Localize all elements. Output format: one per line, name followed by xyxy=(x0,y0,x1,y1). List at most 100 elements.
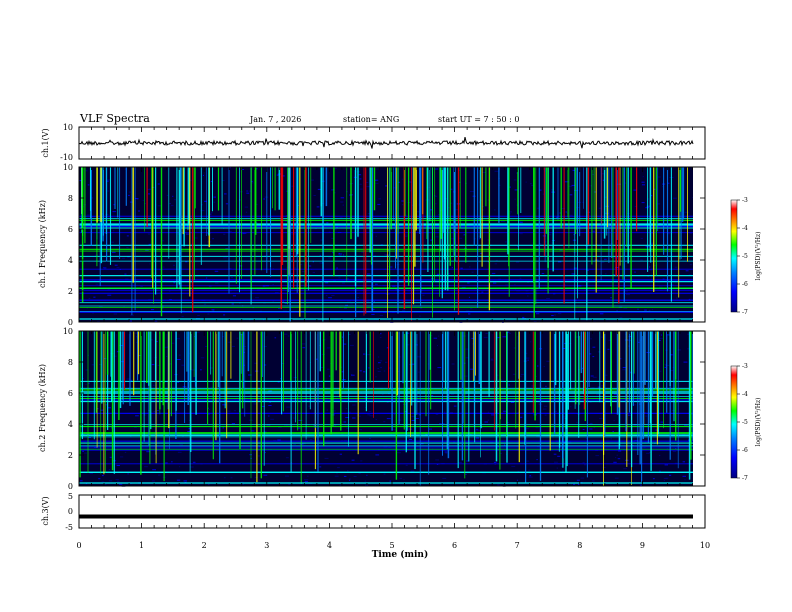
spectrogram-cell xyxy=(652,478,655,480)
spectrogram-cell xyxy=(613,393,618,395)
ch1-colorbar-ticks: -3 -4 -5 -6 -7 xyxy=(737,197,748,316)
spectrogram-cell xyxy=(134,332,138,334)
spectrogram-cell xyxy=(266,257,268,259)
spectrogram-cell xyxy=(682,461,685,463)
spectrogram-cell xyxy=(675,448,677,450)
spectrogram-cell xyxy=(179,444,183,446)
spectrogram-cell xyxy=(387,266,390,267)
spectrogram-cell xyxy=(519,233,523,235)
colorbar-tick-label: -3 xyxy=(742,363,748,370)
spectrogram-cell xyxy=(410,190,412,192)
spectrogram-cell xyxy=(268,390,272,392)
spectrogram-cell xyxy=(490,358,493,360)
spectrogram-cell xyxy=(268,449,272,451)
spectrogram-cell xyxy=(551,315,554,316)
spectrogram-cell xyxy=(100,409,104,411)
spectrogram-cell xyxy=(378,198,381,200)
spectrogram-cell xyxy=(165,462,168,464)
spectrogram-cell xyxy=(169,299,172,300)
spectrogram-cell xyxy=(145,249,149,251)
spectrogram-cell xyxy=(508,384,510,386)
spectrogram-cell xyxy=(270,418,275,420)
spectrogram-cell xyxy=(210,181,213,182)
spectrogram-cell xyxy=(345,277,349,279)
spectrogram-cell xyxy=(222,180,225,181)
spectrogram-cell xyxy=(177,381,180,383)
spectrogram-cell xyxy=(672,450,677,452)
spectrogram-cell xyxy=(242,232,247,234)
spectrogram-cell xyxy=(112,230,115,232)
spectrogram-cell xyxy=(649,269,652,271)
spectrogram-cell xyxy=(511,465,516,467)
spectrogram-cell xyxy=(459,237,463,239)
spectrogram-cell xyxy=(250,180,253,182)
spectrogram-cell xyxy=(460,267,463,269)
spectrogram-cell xyxy=(157,183,160,185)
spectrogram-cell xyxy=(562,416,566,418)
spectrogram-cell xyxy=(619,317,623,319)
spectrogram-cell xyxy=(85,384,87,385)
spectrogram-cell xyxy=(491,309,494,311)
spectrogram-cell xyxy=(514,189,518,191)
spectrogram-cell xyxy=(148,243,153,245)
spectrogram-cell xyxy=(388,367,391,369)
spectrogram-cell xyxy=(554,461,558,463)
spectrogram-cell xyxy=(570,214,573,216)
spectrogram-cell xyxy=(411,416,416,417)
spectrogram-cell xyxy=(169,363,172,365)
spectrogram-cell xyxy=(410,470,415,472)
y-tick-label: 6 xyxy=(68,389,73,398)
y-tick-label: 0 xyxy=(68,482,73,491)
spectrogram-cell xyxy=(367,414,371,416)
spectrogram-cell xyxy=(547,234,552,236)
y-tick-label: 10 xyxy=(63,163,73,172)
spectrogram-cell xyxy=(316,206,320,208)
spectrogram-cell xyxy=(595,455,600,457)
spectrogram-cell xyxy=(683,361,688,363)
spectrogram-cell xyxy=(333,229,337,231)
spectrogram-cell xyxy=(327,368,330,370)
x-tick-label: 5 xyxy=(389,541,394,550)
spectrogram-cell xyxy=(576,479,580,481)
spectrogram-cell xyxy=(528,476,533,478)
spectrogram-cell xyxy=(319,466,322,468)
spectrogram-cell xyxy=(674,266,678,268)
spectrogram-cell xyxy=(331,295,335,296)
spectrogram-cell xyxy=(379,314,384,316)
spectrogram-cell xyxy=(601,173,605,175)
spectrogram-cell xyxy=(391,429,396,431)
spectrogram-cell xyxy=(212,238,214,240)
spectrogram-cell xyxy=(191,369,195,371)
spectrogram-cell xyxy=(451,424,453,426)
spectrogram-cell xyxy=(494,263,498,265)
spectrogram-cell xyxy=(125,278,129,280)
spectrogram-cell xyxy=(541,273,545,274)
spectrogram-cell xyxy=(297,427,301,429)
spectrogram-cell xyxy=(171,342,175,344)
spectrogram-cell xyxy=(334,167,337,169)
spectrogram-cell xyxy=(309,265,312,267)
spectrogram-cell xyxy=(142,200,144,201)
spectrogram-cell xyxy=(377,370,381,372)
spectrogram-cell xyxy=(593,191,597,193)
spectrogram-cell xyxy=(113,355,117,357)
spectrogram-cell xyxy=(379,333,382,335)
spectrogram-cell xyxy=(482,172,486,173)
spectrogram-cell xyxy=(530,183,532,185)
spectrogram-cell xyxy=(325,282,329,284)
spectrogram-cell xyxy=(328,375,331,377)
spectrogram-cell xyxy=(156,341,158,343)
spectrogram-cell xyxy=(537,207,540,209)
spectrogram-cell xyxy=(667,334,670,336)
spectrogram-cell xyxy=(659,470,661,472)
spectrogram-cell xyxy=(451,267,453,269)
spectrogram-cell xyxy=(128,194,130,196)
spectrogram-cell xyxy=(526,460,530,462)
spectrogram-cell xyxy=(577,483,580,485)
spectrogram-cell xyxy=(474,238,476,240)
spectrogram-cell xyxy=(360,460,363,462)
spectrogram-cell xyxy=(290,253,293,254)
spectrogram-cell xyxy=(464,348,469,350)
spectrogram-cell xyxy=(562,470,564,472)
spectrogram-cell xyxy=(651,309,653,311)
